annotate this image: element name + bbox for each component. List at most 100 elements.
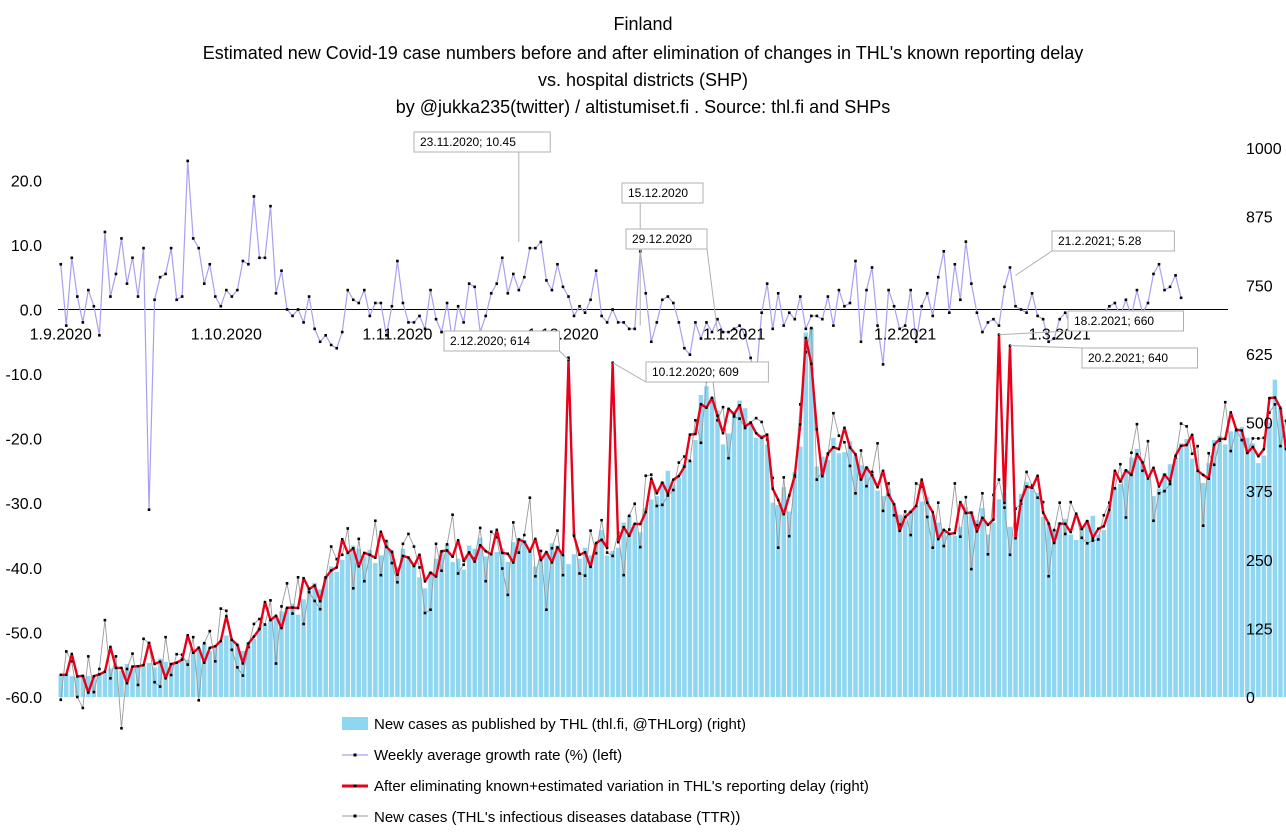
growth-line-point <box>357 301 361 305</box>
growth-line-point <box>931 314 935 318</box>
bar <box>886 488 891 697</box>
bar <box>908 510 913 697</box>
bar <box>936 522 941 697</box>
growth-line-point <box>583 311 587 314</box>
adjusted-line-point <box>777 498 780 502</box>
growth-line-point <box>721 330 725 334</box>
bar <box>555 545 560 697</box>
adjusted-line-point <box>495 528 498 532</box>
bar <box>466 545 472 697</box>
bar <box>1057 522 1062 697</box>
ttr-line-point <box>1025 470 1028 474</box>
bar <box>709 397 715 697</box>
bar <box>671 485 676 697</box>
adjusted-line-point <box>594 541 598 545</box>
adjusted-line-point <box>804 336 808 340</box>
adjusted-line-point <box>832 446 835 449</box>
growth-line-point <box>909 288 912 292</box>
growth-line-point <box>213 295 217 298</box>
bar <box>1195 470 1200 697</box>
growth-line-point <box>169 246 173 250</box>
bar <box>1051 530 1057 697</box>
bar <box>836 453 842 697</box>
adjusted-line-point <box>616 540 620 544</box>
growth-line-point <box>230 295 234 298</box>
bar <box>924 497 930 697</box>
growth-line-point <box>1063 311 1067 314</box>
adjusted-line-point <box>1091 536 1094 540</box>
growth-line-point <box>236 288 239 292</box>
growth-line-point <box>423 327 427 331</box>
ttr-line-point <box>59 698 63 702</box>
growth-line-point <box>1146 301 1150 305</box>
bar <box>196 647 201 697</box>
ttr-line-point <box>346 527 350 530</box>
legend-label-growth: Weekly average growth rate (%) (left) <box>374 747 622 764</box>
growth-line-point <box>302 321 305 324</box>
growth-line-point <box>561 285 565 289</box>
adjusted-line-point <box>109 645 112 649</box>
adjusted-line-point <box>429 571 432 574</box>
ttr-line-point <box>340 553 344 557</box>
adjusted-line-point <box>948 532 951 536</box>
bar <box>604 555 610 697</box>
ttr-line-point <box>881 509 885 513</box>
ttr-line-point <box>854 492 857 495</box>
adjusted-line-point <box>478 544 482 547</box>
growth-line-point <box>1030 292 1034 295</box>
annotation-box <box>645 361 769 383</box>
x-axis-tick-labels: 1.9.2020 1.10.2020 1.11.2020 1.12.2020 1.1.2… <box>30 326 1091 343</box>
bar <box>411 564 417 697</box>
ttr-line-point <box>385 539 388 543</box>
bar <box>400 548 406 697</box>
bar <box>571 554 577 697</box>
bar <box>952 535 958 697</box>
adjusted-line-point <box>1036 474 1039 477</box>
ttr-line-point <box>81 706 85 710</box>
adjusted-line-point <box>103 670 107 673</box>
growth-line-point <box>1124 298 1128 302</box>
bar <box>1239 426 1245 697</box>
growth-line-point <box>644 292 648 295</box>
adjusted-line-point <box>1130 473 1133 477</box>
ttr-line-point <box>418 566 421 569</box>
growth-line-point <box>1168 285 1172 289</box>
adjusted-line-point <box>523 540 526 544</box>
bar <box>1129 457 1134 697</box>
ttr-line-point <box>981 492 984 495</box>
growth-line-point <box>1157 262 1161 266</box>
adjusted-line-point <box>931 511 934 514</box>
bar <box>179 657 185 697</box>
adjusted-line-point <box>125 682 129 685</box>
adjusted-line-point <box>589 565 592 569</box>
ttr-line-point <box>1080 536 1084 540</box>
growth-line-point <box>787 311 791 314</box>
bar <box>224 635 229 697</box>
adjusted-line-point <box>799 423 802 426</box>
adjusted-line-point <box>120 666 123 670</box>
ttr-line-point <box>495 535 499 539</box>
adjusted-line-point <box>959 500 962 504</box>
growth-line-point <box>307 295 311 298</box>
growth-line-point <box>351 298 355 302</box>
adjusted-line-point <box>385 545 388 549</box>
growth-line-point <box>175 298 178 302</box>
ttr-line-point <box>655 504 659 508</box>
ttr-line-point <box>302 622 305 626</box>
ttr-line-point <box>638 545 642 549</box>
ttr-line-point <box>280 605 283 608</box>
growth-line-point <box>881 363 885 366</box>
bar <box>1189 458 1195 697</box>
adjusted-line-point <box>1080 527 1083 531</box>
adjusted-line-point <box>572 534 576 538</box>
adjusted-line-point <box>59 673 62 676</box>
bar <box>676 477 682 697</box>
growth-line-point <box>407 321 410 324</box>
adjusted-line-point <box>788 494 791 497</box>
adjusted-line-point <box>942 528 945 532</box>
ttr-line-point <box>666 494 670 497</box>
ttr-line-point <box>561 573 565 577</box>
bar <box>384 541 389 697</box>
adjusted-line-point <box>230 638 234 642</box>
adjusted-line-point <box>1102 525 1106 528</box>
